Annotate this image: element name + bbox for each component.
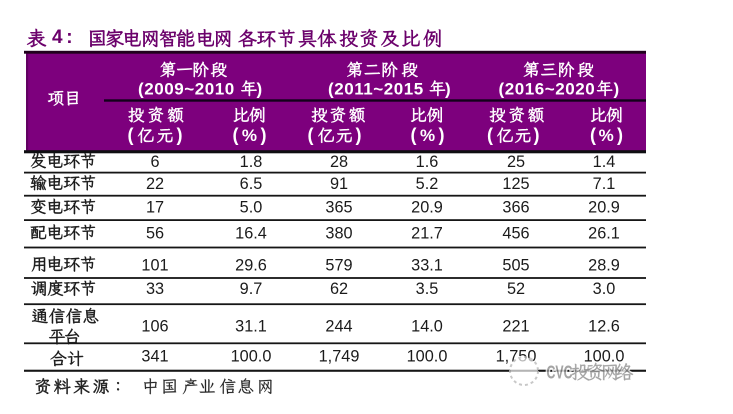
svg-text:17: 17 [146,199,164,217]
svg-text:365: 365 [325,199,352,217]
svg-text:1.8: 1.8 [240,153,263,171]
svg-text:579: 579 [325,256,352,274]
svg-text:): ) [356,125,362,145]
svg-text:33: 33 [146,280,164,298]
svg-text:1.4: 1.4 [593,153,616,171]
svg-text:%: % [420,126,435,145]
svg-text:244: 244 [325,317,352,335]
svg-text:100.0: 100.0 [231,348,272,366]
svg-text:): ) [257,79,263,98]
svg-text:): ) [614,79,620,98]
svg-text:(: ( [308,125,314,145]
svg-text:101: 101 [141,256,168,274]
svg-text:380: 380 [325,224,352,242]
svg-text:12.6: 12.6 [588,317,620,335]
svg-text:29.6: 29.6 [235,256,267,274]
svg-text:52: 52 [507,280,525,298]
svg-text:): ) [261,125,267,145]
svg-text:): ) [617,125,623,145]
svg-text:100.0: 100.0 [584,348,625,366]
svg-text:): ) [439,125,445,145]
svg-text:(: ( [411,125,417,145]
svg-text:106: 106 [141,317,168,335]
svg-text:28: 28 [330,153,348,171]
svg-text:26.1: 26.1 [588,224,620,242]
svg-text:7.1: 7.1 [593,175,616,193]
svg-text:6: 6 [150,153,159,171]
svg-text:): ) [534,125,540,145]
svg-text:62: 62 [330,280,348,298]
svg-text:6.5: 6.5 [240,175,263,193]
svg-text:CVC: CVC [547,362,573,382]
svg-text:(2009~2010: (2009~2010 [138,79,235,98]
svg-text:100.0: 100.0 [407,348,448,366]
svg-text:16.4: 16.4 [235,224,267,242]
svg-text:3.5: 3.5 [416,280,439,298]
svg-text:4: 4 [52,27,63,48]
svg-text:(2016~2020: (2016~2020 [499,79,596,98]
svg-text:505: 505 [502,256,529,274]
svg-text:%: % [599,126,614,145]
svg-text:): ) [177,125,183,145]
svg-text:(: ( [233,125,239,145]
svg-text:25: 25 [507,153,525,171]
svg-text:CVC: CVC [547,362,573,382]
svg-text:21.7: 21.7 [411,224,443,242]
svg-text:33.1: 33.1 [411,256,443,274]
svg-text::: : [66,27,72,48]
svg-text:(: ( [487,125,493,145]
svg-text:22: 22 [146,175,164,193]
svg-text:1,749: 1,749 [319,348,360,366]
svg-text:125: 125 [502,175,529,193]
svg-text:(: ( [590,125,596,145]
svg-text:31.1: 31.1 [235,317,267,335]
svg-text:): ) [445,79,451,98]
svg-text:3.0: 3.0 [593,280,616,298]
svg-text:20.9: 20.9 [588,199,620,217]
svg-text:366: 366 [502,199,529,217]
svg-text:91: 91 [330,175,348,193]
svg-text:(: ( [128,125,134,145]
svg-text:14.0: 14.0 [411,317,443,335]
svg-text:56: 56 [146,224,164,242]
svg-text:456: 456 [502,224,529,242]
svg-text:28.9: 28.9 [588,256,620,274]
svg-text:1.6: 1.6 [416,153,439,171]
svg-text:221: 221 [502,317,529,335]
svg-text:%: % [242,126,257,145]
svg-text:(2011~2015: (2011~2015 [328,79,424,98]
svg-text:5.2: 5.2 [416,175,439,193]
svg-text:5.0: 5.0 [240,199,263,217]
svg-text:20.9: 20.9 [411,199,443,217]
svg-text:9.7: 9.7 [240,280,263,298]
svg-text:341: 341 [141,348,168,366]
